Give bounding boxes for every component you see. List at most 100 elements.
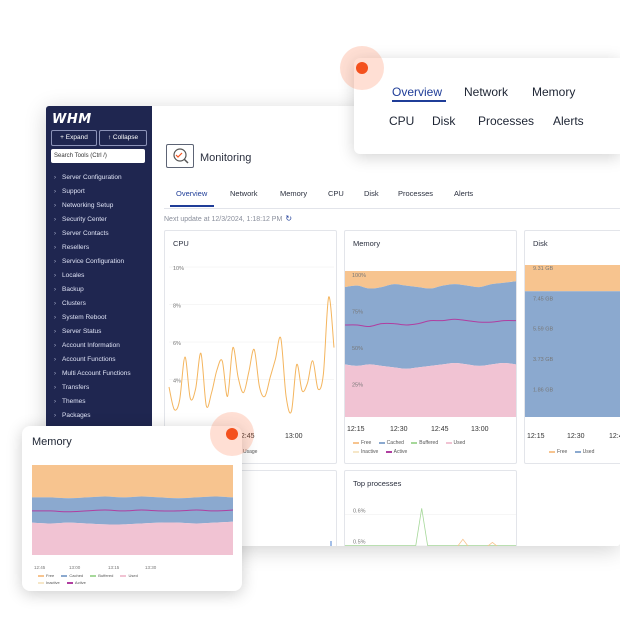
- memory-x-tick: 12:15: [347, 426, 365, 433]
- sidebar-item-account-information[interactable]: › Account Information: [46, 339, 152, 353]
- sidebar-item-label: Transfers: [62, 384, 90, 391]
- sidebar-item-multi-account-functions[interactable]: › Multi Account Functions: [46, 367, 152, 381]
- collapse-button[interactable]: ↑ Collapse: [99, 130, 147, 146]
- whm-window: WHM + Expand ↑ Collapse Search Tools (Ct…: [46, 106, 620, 546]
- tab-alerts[interactable]: Alerts: [454, 189, 474, 198]
- refresh-icon[interactable]: ↻: [285, 214, 293, 223]
- tabs-callout: Overview Network Memory CPU Disk Process…: [354, 58, 620, 154]
- sidebar-item-service-configuration[interactable]: › Service Configuration: [46, 255, 152, 269]
- sidebar-item-server-status[interactable]: › Server Status: [46, 325, 152, 339]
- chevron-right-icon: ›: [54, 329, 56, 335]
- memory-used-area: [345, 363, 516, 417]
- memory-x-tick: 13:00: [471, 426, 489, 433]
- tab-cpu[interactable]: CPU: [328, 189, 344, 198]
- callout-tab-network[interactable]: Network: [464, 85, 509, 99]
- callout-tab-memory[interactable]: Memory: [532, 85, 576, 99]
- chevron-right-icon: ›: [54, 287, 56, 293]
- search-tools-input[interactable]: Search Tools (Ctrl /): [51, 149, 145, 163]
- sidebar-item-account-functions[interactable]: › Account Functions: [46, 353, 152, 367]
- cpu-usage-line: [168, 296, 335, 414]
- sidebar-item-label: Security Center: [62, 216, 107, 223]
- whm-logo: WHM: [52, 112, 92, 127]
- sidebar-item-label: Server Status: [62, 328, 102, 335]
- sidebar-item-label: Account Information: [62, 342, 120, 349]
- chevron-right-icon: ›: [54, 385, 56, 391]
- top-processes-chart: 0.6% 0.5%: [345, 508, 516, 546]
- tab-processes[interactable]: Processes: [398, 189, 434, 198]
- sidebar-item-resellers[interactable]: › Resellers: [46, 241, 152, 255]
- main-content: Monitoring Overview Network Memory CPU D…: [152, 106, 620, 546]
- disk-x-tick: 12:4: [609, 433, 620, 440]
- chevron-right-icon: ›: [54, 203, 56, 209]
- sidebar-item-themes[interactable]: › Themes: [46, 395, 152, 409]
- callout-active-tab-indicator: [392, 100, 446, 102]
- legend-buffered: Buffered: [419, 440, 439, 446]
- expand-button[interactable]: + Expand: [51, 130, 97, 146]
- chevron-right-icon: ›: [54, 273, 56, 279]
- legend-swatch: [38, 574, 44, 577]
- memory-active-line: [344, 318, 517, 328]
- legend-swatch: [66, 581, 73, 584]
- cpu-card: CPU 10% 8% 6% 4% 12:45 13:00 Usage: [164, 230, 337, 464]
- sidebar-item-label: Server Contacts: [62, 230, 109, 237]
- hotspot-marker[interactable]: [210, 412, 254, 456]
- memory-chart: 100% 75% 50% 25% 12:15 12:30 12:45 13:00: [344, 271, 517, 433]
- legend-swatch: [120, 574, 127, 577]
- top-processes-card: Top processes 0.6% 0.5%: [344, 470, 517, 546]
- disk-y-tick: 1.86 GB: [533, 388, 554, 394]
- disk-free-area: [525, 265, 620, 292]
- memory-callout-legend-row2: Inactive Active: [38, 580, 92, 585]
- legend-swatch: [90, 574, 97, 577]
- legend-swatch: [61, 574, 68, 577]
- memory-legend-row2: Inactive Active: [353, 449, 413, 455]
- disk-used-area: [525, 291, 620, 417]
- chevron-right-icon: ›: [54, 343, 56, 349]
- sidebar-item-system-reboot[interactable]: › System Reboot: [46, 311, 152, 325]
- sidebar-item-support[interactable]: › Support: [46, 185, 152, 199]
- sidebar-item-label: Packages: [62, 412, 91, 419]
- sidebar-item-security-center[interactable]: › Security Center: [46, 213, 152, 227]
- legend-usage: Usage: [243, 449, 258, 455]
- legend-used: Used: [128, 573, 138, 578]
- callout-tab-overview[interactable]: Overview: [392, 85, 443, 99]
- callout-tab-alerts[interactable]: Alerts: [553, 114, 584, 128]
- callout-tab-disk[interactable]: Disk: [432, 114, 456, 128]
- sidebar-item-transfers[interactable]: › Transfers: [46, 381, 152, 395]
- sidebar-item-packages[interactable]: › Packages: [46, 409, 152, 423]
- sidebar-item-locales[interactable]: › Locales: [46, 269, 152, 283]
- disk-x-tick: 12:15: [527, 433, 545, 440]
- tab-overview[interactable]: Overview: [176, 189, 208, 198]
- chevron-right-icon: ›: [54, 357, 56, 363]
- sidebar-item-label: Service Configuration: [62, 258, 125, 265]
- cpu-x-tick: 12:45: [237, 433, 255, 440]
- chevron-right-icon: ›: [54, 231, 56, 237]
- sidebar-item-backup[interactable]: › Backup: [46, 283, 152, 297]
- callout-tab-processes[interactable]: Processes: [478, 114, 535, 128]
- hotspot-marker[interactable]: [340, 46, 384, 90]
- cpu-y-tick: 6%: [173, 341, 181, 347]
- cpu-chart: 10% 8% 6% 4% 12:45 13:00: [168, 266, 335, 440]
- memory-callout-x-tick: 13:15: [108, 565, 120, 570]
- callout-tab-cpu[interactable]: CPU: [389, 114, 415, 128]
- chevron-right-icon: ›: [54, 315, 56, 321]
- legend-active: Active: [393, 449, 408, 455]
- memory-legend: Free Cached Buffered Used: [353, 440, 471, 446]
- sidebar-item-networking-setup[interactable]: › Networking Setup: [46, 199, 152, 213]
- chevron-right-icon: ›: [54, 259, 56, 265]
- tab-memory[interactable]: Memory: [280, 189, 308, 198]
- sidebar-item-server-contacts[interactable]: › Server Contacts: [46, 227, 152, 241]
- sidebar-item-server-configuration[interactable]: › Server Configuration: [46, 171, 152, 185]
- next-update-status: Next update at 12/3/2024, 1:18:12 PM ↻: [164, 214, 292, 223]
- chevron-right-icon: ›: [54, 189, 56, 195]
- tab-network[interactable]: Network: [230, 189, 258, 198]
- sidebar-item-label: Clusters: [62, 300, 86, 307]
- sidebar-item-label: Support: [62, 188, 85, 195]
- legend-swatch: [353, 441, 359, 444]
- chevron-right-icon: ›: [54, 371, 56, 377]
- chevron-right-icon: ›: [54, 399, 56, 405]
- monitoring-icon: [166, 144, 194, 168]
- memory-y-tick: 100%: [352, 273, 366, 279]
- tab-disk[interactable]: Disk: [364, 189, 379, 198]
- sidebar-item-clusters[interactable]: › Clusters: [46, 297, 152, 311]
- sidebar-item-label: Multi Account Functions: [62, 370, 131, 377]
